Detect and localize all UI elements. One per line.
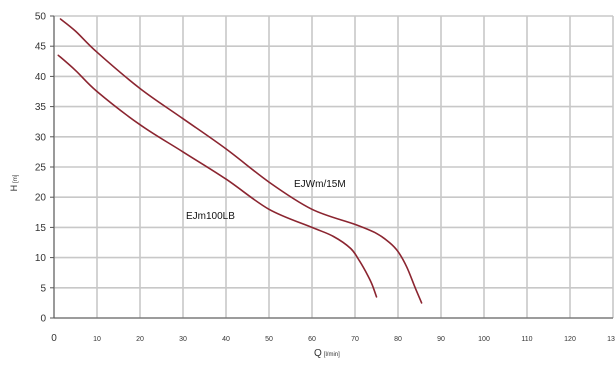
- y-tick-label: 40: [35, 72, 47, 83]
- x-tick-label: 70: [351, 336, 359, 343]
- x-tick-label: 60: [308, 336, 316, 343]
- y-tick-label: 35: [35, 102, 47, 113]
- y-tick-label: 5: [40, 283, 46, 294]
- x-tick-label: 90: [437, 336, 445, 343]
- grid: [53, 15, 614, 319]
- series-label-ejwm15m: EJWm/15M: [294, 179, 346, 190]
- x-tick-label: 40: [222, 336, 230, 343]
- axes: [50, 15, 613, 319]
- series-label-ejm100lb: EJm100LB: [186, 211, 235, 222]
- series-line-1: [57, 54, 378, 298]
- y-tick-label: 25: [35, 163, 47, 174]
- x-tick-label: 130: [607, 336, 615, 343]
- x-tick-labels: 0 10 20 30 40 50 60 70 80 90 100 110 120 130: [51, 333, 615, 344]
- x-tick-label: 10: [93, 336, 101, 343]
- y-tick-label: 15: [35, 223, 47, 234]
- x-tick-label: 20: [136, 336, 144, 343]
- x-tick-label: 110: [521, 336, 532, 343]
- y-tick-label: 20: [35, 193, 47, 204]
- x-tick-label: 100: [478, 336, 490, 343]
- series-line-0: [59, 18, 423, 304]
- y-axis-title: H[m]: [9, 174, 19, 191]
- x-tick-label: 0: [51, 333, 57, 344]
- series-lines: [57, 18, 423, 304]
- y-tick-label: 10: [35, 253, 47, 264]
- x-tick-label: 50: [265, 336, 273, 343]
- x-tick-label: 80: [394, 336, 402, 343]
- y-tick-labels: 0 5 10 15 20 25 30 35 40 45 50: [35, 12, 47, 325]
- x-axis-title: Q [l/min]: [314, 348, 340, 359]
- y-tick-label: 30: [35, 132, 47, 143]
- x-tick-label: 120: [564, 336, 576, 343]
- y-tick-label: 45: [35, 42, 47, 53]
- x-tick-label: 30: [179, 336, 187, 343]
- y-tick-label: 50: [35, 12, 47, 23]
- y-tick-label: 0: [40, 314, 46, 325]
